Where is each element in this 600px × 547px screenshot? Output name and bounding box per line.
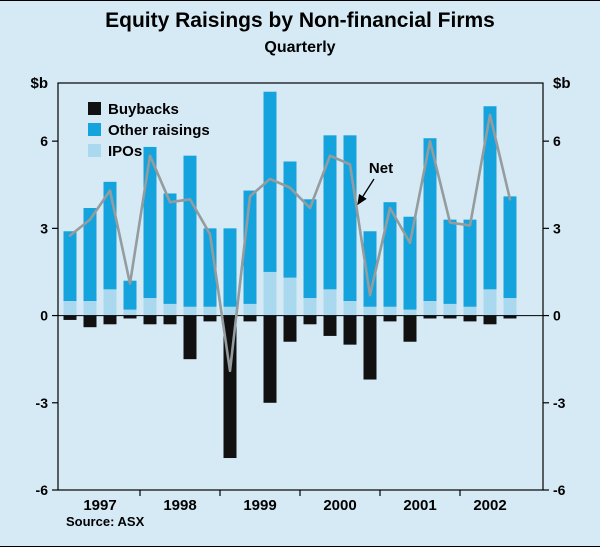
bar-buybacks [63, 315, 77, 320]
y-tick-label-right: -3 [553, 395, 566, 411]
net-line [68, 113, 512, 373]
bar-buybacks [503, 315, 517, 319]
bar-buybacks [83, 315, 97, 328]
bar-other-raisings [143, 146, 157, 299]
legend-label: Buybacks [108, 101, 179, 118]
bar-other-raisings [383, 202, 397, 307]
bar-other-raisings [183, 155, 197, 307]
chart-title: Equity Raisings by Non-financial Firms [105, 9, 495, 32]
bar-other-raisings [123, 280, 137, 310]
bar-other-raisings [463, 219, 477, 307]
unit-label-left: $b [30, 75, 48, 92]
bar-other-raisings [423, 138, 437, 302]
bar-ipos [243, 303, 257, 316]
legend-swatch-other-raisings [88, 123, 101, 136]
net-annotation-arrow [357, 178, 375, 206]
legend-swatch-buybacks [88, 102, 101, 115]
bar-ipos [163, 303, 177, 316]
y-tick-label-left: 0 [40, 308, 48, 324]
bar-other-raisings [403, 216, 417, 310]
bar-ipos [223, 306, 237, 316]
bar-buybacks [203, 315, 217, 322]
bar-buybacks [363, 315, 377, 380]
net-annotation-label: Net [369, 160, 393, 177]
bar-ipos [63, 301, 77, 316]
bar-buybacks [183, 315, 197, 360]
bar-ipos [443, 303, 457, 316]
bar-other-raisings [323, 135, 337, 290]
bar-ipos [183, 306, 197, 316]
source-note: Source: ASX [66, 514, 145, 529]
bar-buybacks [383, 315, 397, 322]
unit-label-right: $b [553, 75, 571, 92]
y-tick-label-left: -3 [36, 395, 49, 411]
x-year-label: 1998 [163, 497, 196, 514]
bar-buybacks [143, 315, 157, 325]
bar-other-raisings [483, 106, 497, 290]
bar-other-raisings [443, 219, 457, 304]
y-tick-label-right: -6 [553, 482, 566, 498]
bar-ipos [363, 306, 377, 316]
bar-ipos [323, 289, 337, 316]
bar-ipos [83, 301, 97, 316]
bar-other-raisings [263, 91, 277, 272]
bar-ipos [303, 298, 317, 316]
bar-ipos [463, 306, 477, 316]
chart-subtitle: Quarterly [264, 39, 336, 56]
y-tick-label-right: 0 [553, 308, 561, 324]
bar-other-raisings [163, 193, 177, 304]
bar-other-raisings [223, 228, 237, 307]
bar-buybacks [403, 315, 417, 342]
bar-other-raisings [363, 231, 377, 307]
bar-buybacks [263, 315, 277, 403]
bar-ipos [503, 298, 517, 316]
bar-other-raisings [303, 199, 317, 299]
bar-buybacks [323, 315, 337, 336]
bar-ipos [403, 309, 417, 316]
x-year-label: 1997 [83, 497, 116, 514]
y-tick-label-left: -6 [36, 482, 49, 498]
y-tick-label-left: 3 [40, 220, 48, 236]
bar-ipos [483, 289, 497, 316]
bar-ipos [103, 289, 117, 316]
bar-other-raisings [503, 196, 517, 299]
bar-buybacks [123, 315, 137, 319]
legend-swatch-ipos [88, 144, 101, 157]
bar-buybacks [283, 315, 297, 342]
x-year-label: 2001 [403, 497, 436, 514]
x-year-label: 1999 [243, 497, 276, 514]
x-year-label: 2002 [473, 497, 506, 514]
bar-buybacks [103, 315, 117, 325]
y-tick-label-left: 6 [40, 133, 48, 149]
bar-ipos [143, 298, 157, 316]
bar-buybacks [163, 315, 177, 325]
bar-other-raisings [343, 135, 357, 302]
bar-buybacks [423, 315, 437, 319]
bar-ipos [283, 277, 297, 316]
y-tick-label-right: 3 [553, 220, 561, 236]
legend-label: Other raisings [108, 122, 210, 139]
x-year-label: 2000 [323, 497, 356, 514]
bar-buybacks [463, 315, 477, 322]
bar-other-raisings [63, 231, 77, 302]
bar-ipos [123, 309, 137, 316]
bar-buybacks [303, 315, 317, 325]
bar-ipos [343, 301, 357, 316]
bar-ipos [383, 306, 397, 316]
bar-ipos [423, 301, 437, 316]
bar-buybacks [243, 315, 257, 322]
y-tick-label-right: 6 [553, 133, 561, 149]
bar-ipos [203, 306, 217, 316]
bar-ipos [263, 271, 277, 316]
bar-buybacks [483, 315, 497, 325]
bar-buybacks [343, 315, 357, 345]
bar-other-raisings [283, 161, 297, 278]
bar-buybacks [443, 315, 457, 319]
bars-group [63, 91, 517, 459]
bar-other-raisings [83, 208, 97, 302]
legend-label: IPOs [108, 143, 142, 160]
